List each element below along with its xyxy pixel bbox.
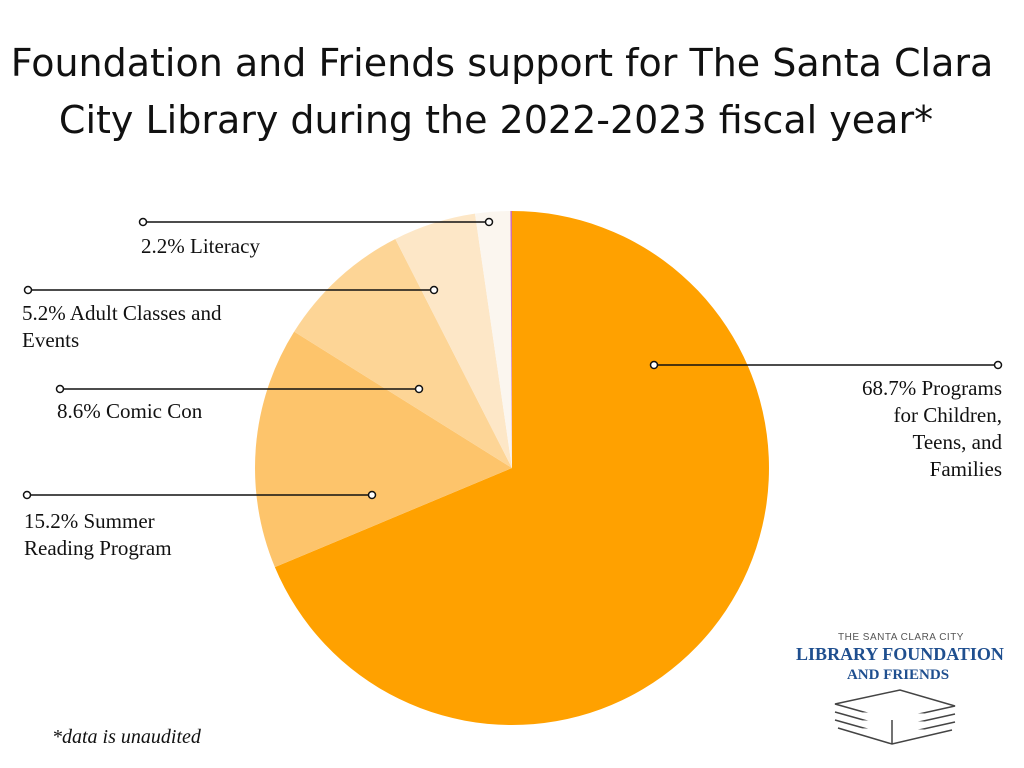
chart-title-line-2: City Library during the 2022-2023 fiscal… [59, 98, 933, 142]
slice-label-children-line-4: Families [930, 457, 1002, 481]
leader-dot-children-inner [649, 360, 659, 370]
pie-slice-summer [254, 331, 513, 568]
pie-slice-comic [294, 239, 512, 468]
leader-dot-summer-outer [22, 490, 32, 500]
leader-lines [22, 217, 1003, 500]
slice-label-literacy-line-1: 2.2% Literacy [141, 234, 260, 258]
library-foundation-logo: THE SANTA CLARA CITY LIBRARY FOUNDATION … [796, 632, 1004, 745]
slice-labels: 68.7% Programs for Children, Teens, and Fam… [22, 234, 1002, 560]
slice-label-children-line-1: 68.7% Programs [862, 376, 1002, 400]
chart-title-line-1: Foundation and Friends support for The S… [11, 41, 994, 85]
slice-label-adult-line-2: Events [22, 328, 79, 352]
slice-label-literacy: 2.2% Literacy [141, 234, 260, 258]
pie-chart [254, 211, 769, 726]
leader-dot-literacy-outer [138, 217, 148, 227]
slice-label-comic-line-1: 8.6% Comic Con [57, 399, 203, 423]
slice-label-children-line-3: Teens, and [913, 430, 1003, 454]
leader-dot-summer-inner [367, 490, 377, 500]
logo-line-1: THE SANTA CLARA CITY [838, 632, 964, 643]
logo-line-2: LIBRARY FOUNDATION [796, 644, 1004, 664]
slice-label-children: 68.7% Programs for Children, Teens, and Fam… [862, 376, 1002, 481]
slice-label-children-line-2: for Children, [894, 403, 1002, 427]
footnote: *data is unaudited [52, 726, 202, 748]
pie-slice-adult [395, 213, 512, 468]
leader-dot-comic-outer [55, 384, 65, 394]
slice-label-summer-line-1: 15.2% Summer [24, 509, 155, 533]
slice-label-summer-line-2: Reading Program [24, 536, 172, 560]
slice-label-summer: 15.2% Summer Reading Program [24, 509, 172, 560]
leader-dot-adult-outer [23, 285, 33, 295]
leader-dot-children-outer [993, 360, 1003, 370]
slice-label-adult: 5.2% Adult Classes and Events [22, 301, 222, 352]
books-icon [834, 689, 956, 745]
slice-label-adult-line-1: 5.2% Adult Classes and [22, 301, 222, 325]
leader-dot-comic-inner [414, 384, 424, 394]
leader-dot-adult-inner [429, 285, 439, 295]
slice-label-comic: 8.6% Comic Con [57, 399, 203, 423]
pie-slice-children [274, 211, 769, 726]
leader-dot-literacy-inner [484, 217, 494, 227]
pie-slice-other [510, 211, 512, 468]
logo-line-3: AND FRIENDS [847, 667, 949, 683]
pie-slice-literacy [474, 211, 512, 468]
